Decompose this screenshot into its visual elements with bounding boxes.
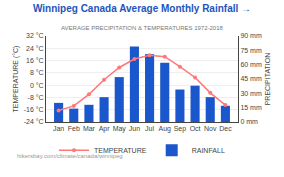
svg-text:8 °C: 8 °C [30,69,44,76]
svg-text:Apr: Apr [99,125,111,133]
svg-text:60 mm: 60 mm [240,61,262,68]
svg-text:May: May [113,125,127,133]
svg-text:32 °C: 32 °C [26,32,44,39]
svg-text:Aug: Aug [159,125,172,133]
svg-text:TEMPERATURE (°C): TEMPERATURE (°C) [12,46,20,113]
svg-text:16 °C: 16 °C [26,57,44,64]
svg-text:Dec: Dec [219,125,232,132]
svg-text:45 mm: 45 mm [240,75,262,82]
svg-text:Jun: Jun [129,125,140,132]
svg-text:Mar: Mar [83,125,96,132]
svg-text:Jul: Jul [145,125,154,132]
svg-text:RAINFALL: RAINFALL [192,147,225,154]
svg-text:-16 °C: -16 °C [24,106,44,113]
svg-text:Oct: Oct [190,125,201,132]
svg-text:0 °C: 0 °C [30,82,44,89]
svg-text:24 °C: 24 °C [26,45,44,52]
svg-text:TEMPERATURE: TEMPERATURE [94,147,147,154]
svg-text:30 mm: 30 mm [240,90,262,97]
svg-text:-24 °C: -24 °C [24,118,44,125]
svg-text:0 mm: 0 mm [240,118,258,125]
svg-text:AVERAGE PRECIPITATION & TEMPER: AVERAGE PRECIPITATION & TEMPERATURES 197… [61,25,223,31]
svg-text:hikersbay.com/climate/canada/w: hikersbay.com/climate/canada/winnipeg [17,153,123,159]
svg-text:Nov: Nov [204,125,217,132]
svg-text:Jan: Jan [53,125,64,132]
svg-text:-8 °C: -8 °C [28,94,44,101]
svg-text:Sep: Sep [174,125,187,133]
svg-text:Winnipeg Canada Average Monthl: Winnipeg Canada Average Monthly Rainfall… [33,3,251,14]
svg-text:15 mm: 15 mm [240,104,262,111]
svg-text:75 mm: 75 mm [240,47,262,54]
svg-text:90 mm: 90 mm [240,32,262,39]
svg-text:PRECIPITATION: PRECIPITATION [264,53,271,106]
svg-text:Feb: Feb [68,125,80,132]
